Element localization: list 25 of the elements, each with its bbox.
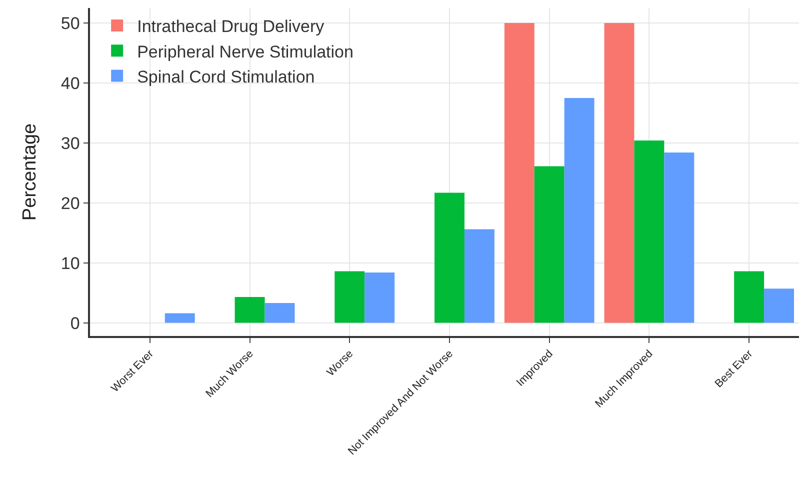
y-tick-label: 40 [60,74,80,93]
y-tick-label: 0 [70,314,80,333]
bar [164,313,195,323]
bar [634,140,664,323]
bar [534,166,564,323]
legend-label: Peripheral Nerve Stimulation [137,42,354,62]
bar [604,22,634,323]
bar [504,22,534,323]
bar [464,229,494,323]
bar [434,192,464,323]
bar [764,288,794,323]
bar [334,271,365,323]
bar [564,98,594,323]
y-tick-label: 50 [60,14,80,33]
y-tick-label: 10 [60,254,80,273]
y-tick-label: 20 [60,194,80,213]
bar [364,272,395,323]
bar [734,271,764,323]
bar [664,152,694,323]
bar [264,303,295,323]
bar [234,297,265,323]
legend-label: Spinal Cord Stimulation [137,67,315,86]
legend-label: Intrathecal Drug Delivery [137,17,325,36]
y-axis-title: Percentage [19,123,40,221]
y-tick-label: 30 [60,134,80,153]
